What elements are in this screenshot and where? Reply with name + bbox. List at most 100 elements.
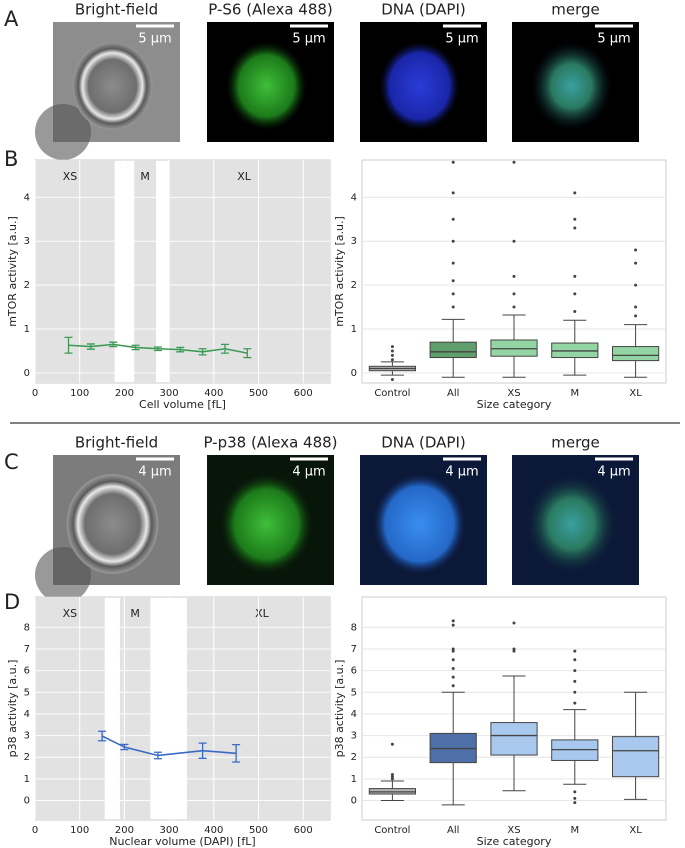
image-title: P-p38 (Alexa 488) (203, 434, 337, 452)
outlier (512, 647, 516, 651)
outlier (451, 658, 455, 662)
y-tick-label: 5 (24, 687, 30, 698)
outlier (573, 217, 577, 221)
outlier (451, 649, 455, 653)
y-tick-label: 6 (351, 666, 357, 677)
image-title: merge (551, 1, 600, 19)
error-bar (153, 751, 162, 760)
box (611, 736, 660, 778)
outlier (573, 701, 577, 705)
x-tick-label: 400 (204, 825, 223, 836)
neighbor-cell (35, 104, 91, 160)
chart: XS M XL 0 1 2 3 4 5 6 7 8 0 100 200 300 400 500 600 Nuclear… (6, 596, 331, 848)
x-tick-label: 0 (32, 388, 38, 399)
x-tick-label: Control (374, 388, 410, 399)
x-tick-label: 100 (70, 388, 89, 399)
size-region (35, 160, 115, 383)
outlier (390, 775, 394, 779)
outlier (573, 796, 577, 800)
y-tick-label: 7 (351, 644, 357, 655)
outlier (390, 777, 394, 781)
error-bar (232, 744, 241, 763)
x-axis-label: Nuclear volume (DAPI) [fL] (109, 835, 255, 848)
y-tick-label: 3 (351, 236, 357, 247)
region-label: M (130, 607, 140, 620)
outlier (451, 261, 455, 265)
outlier (512, 649, 516, 653)
outlier (512, 305, 516, 309)
y-tick-label: 8 (24, 622, 30, 633)
box (490, 339, 538, 357)
outlier (451, 191, 455, 195)
error-bar (86, 343, 95, 350)
x-tick-label: 0 (32, 825, 38, 836)
outlier (573, 292, 577, 296)
x-axis-label: Size category (477, 835, 552, 848)
panel-label: C (4, 450, 19, 474)
outlier (634, 305, 638, 309)
y-tick-label: 3 (24, 236, 30, 247)
y-axis-label: p38 activity [a.u.] (6, 660, 19, 758)
outlier (634, 283, 638, 287)
error-bar (176, 346, 185, 353)
outlier (451, 239, 455, 243)
error-bar (120, 743, 129, 751)
chart: 0 1 2 3 4 Size category mTOR activity [a.u.] Co… (333, 159, 667, 411)
outlier (634, 261, 638, 265)
x-tick-label: M (570, 388, 579, 399)
outlier (573, 669, 577, 673)
cell (379, 42, 460, 130)
scale-label: 4 µm (445, 465, 478, 480)
y-tick-label: 2 (351, 280, 357, 291)
x-tick-label: M (570, 825, 579, 836)
y-tick-label: 6 (24, 666, 30, 677)
outlier (390, 345, 394, 349)
outlier (451, 623, 455, 627)
outlier (573, 690, 577, 694)
y-tick-label: 2 (24, 752, 30, 763)
image-title: Bright-field (75, 1, 158, 19)
size-region (134, 160, 157, 383)
y-tick-label: 3 (24, 731, 30, 742)
scale-label: 5 µm (292, 32, 325, 47)
x-tick-label: 200 (115, 825, 134, 836)
image-title: merge (551, 434, 600, 452)
y-tick-label: 3 (351, 731, 357, 742)
outlier (512, 239, 516, 243)
error-bar (131, 344, 140, 351)
neighbor-cell (35, 547, 91, 603)
chart: 0 1 2 3 4 5 6 7 8 Size category p38 activity [a.u.… (333, 596, 667, 848)
y-tick-label: 4 (24, 192, 30, 203)
error-bar (64, 336, 73, 354)
y-tick-label: 2 (24, 280, 30, 291)
region-label: XL (255, 607, 270, 620)
x-tick-label: 300 (160, 388, 179, 399)
y-tick-label: 1 (24, 774, 30, 785)
outlier (512, 292, 516, 296)
outlier (451, 647, 455, 651)
chart: XS M XL 0 1 2 3 4 0 100 200 300 400 500 600 Cell volume… (6, 159, 331, 411)
outlier (512, 621, 516, 625)
box (551, 342, 599, 359)
outlier (573, 274, 577, 278)
outlier (573, 649, 577, 653)
cell (531, 42, 612, 130)
cell (373, 474, 466, 574)
cell (525, 474, 618, 574)
error-bar (109, 341, 118, 348)
outlier (573, 226, 577, 230)
outlier (573, 790, 577, 794)
scale-label: 4 µm (597, 465, 630, 480)
outlier (573, 309, 577, 313)
error-bar (198, 742, 207, 759)
region-label: XS (63, 607, 78, 620)
x-tick-label: 600 (294, 388, 313, 399)
error-bar (220, 343, 229, 354)
outlier (573, 658, 577, 662)
y-tick-label: 2 (351, 752, 357, 763)
image-title: P-S6 (Alexa 488) (208, 1, 333, 19)
cell (72, 42, 153, 130)
size-region (35, 597, 105, 820)
x-tick-label: 500 (249, 388, 268, 399)
y-tick-label: 0 (24, 796, 30, 807)
